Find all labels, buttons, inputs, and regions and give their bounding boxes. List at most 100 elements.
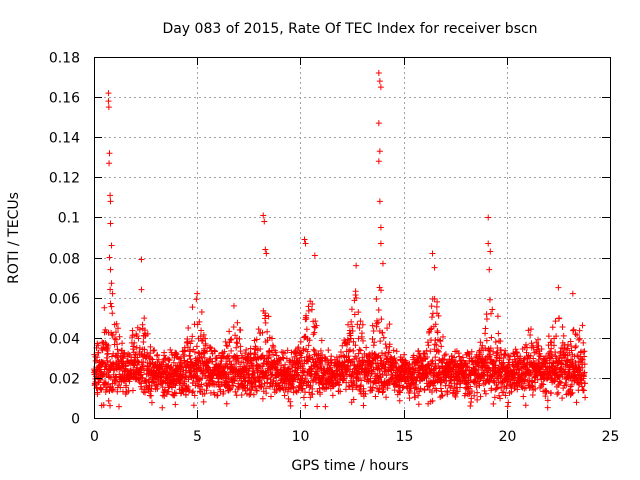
data-point xyxy=(431,341,438,348)
data-point xyxy=(264,358,271,365)
data-point xyxy=(410,352,417,359)
data-point xyxy=(350,356,357,363)
data-point xyxy=(360,402,367,409)
data-point xyxy=(576,327,583,334)
data-point xyxy=(348,318,355,325)
data-point xyxy=(253,336,260,343)
data-point xyxy=(105,90,112,97)
data-point xyxy=(378,316,385,323)
y-tick-label: 0.06 xyxy=(49,292,80,308)
data-point xyxy=(189,333,196,340)
data-point xyxy=(150,347,157,354)
data-point xyxy=(486,296,493,303)
data-point xyxy=(383,344,390,351)
data-point xyxy=(554,391,561,398)
data-point xyxy=(247,391,254,398)
data-point xyxy=(153,383,160,390)
data-point xyxy=(107,266,114,273)
data-point xyxy=(416,388,423,395)
data-point xyxy=(191,348,198,355)
data-point xyxy=(379,260,386,267)
data-point xyxy=(328,353,335,360)
data-point xyxy=(201,390,208,397)
data-point xyxy=(413,384,420,391)
data-point xyxy=(397,387,404,394)
data-point xyxy=(429,357,436,364)
data-point xyxy=(376,284,383,291)
data-point xyxy=(354,321,361,328)
data-point xyxy=(116,403,123,410)
data-point xyxy=(434,298,441,305)
data-point xyxy=(306,337,313,344)
data-point xyxy=(101,304,108,311)
data-point xyxy=(279,354,286,361)
data-point xyxy=(177,368,184,375)
data-point xyxy=(228,347,235,354)
data-point xyxy=(448,377,455,384)
data-point xyxy=(378,287,384,294)
data-point xyxy=(173,351,180,358)
data-point xyxy=(310,331,317,338)
data-point xyxy=(131,339,138,346)
data-point xyxy=(569,290,576,297)
data-point xyxy=(391,355,398,362)
data-point xyxy=(200,331,207,338)
data-point xyxy=(198,308,205,315)
data-point xyxy=(301,236,308,243)
data-point xyxy=(339,342,346,349)
data-point xyxy=(106,254,113,261)
data-point xyxy=(125,350,132,357)
data-point xyxy=(148,392,155,399)
data-point xyxy=(345,321,352,328)
data-point xyxy=(421,386,428,393)
data-point xyxy=(238,391,245,398)
data-point xyxy=(350,338,357,345)
data-point xyxy=(376,78,383,85)
data-point xyxy=(441,352,448,359)
data-point xyxy=(360,337,367,344)
data-point xyxy=(522,341,529,348)
data-point xyxy=(328,359,335,366)
data-point xyxy=(378,350,385,357)
data-point xyxy=(313,322,320,329)
data-point xyxy=(234,340,241,347)
data-point xyxy=(440,333,447,340)
data-point xyxy=(340,352,347,359)
data-point xyxy=(431,295,438,302)
data-point xyxy=(201,354,208,361)
data-point xyxy=(140,359,147,366)
data-point xyxy=(357,383,364,390)
data-point xyxy=(391,387,398,394)
data-point xyxy=(228,361,235,368)
data-point xyxy=(429,250,436,257)
data-point xyxy=(106,160,113,167)
data-point xyxy=(572,344,579,351)
data-point xyxy=(386,349,393,356)
data-point xyxy=(105,397,112,404)
data-point xyxy=(358,330,365,337)
data-point xyxy=(276,357,283,364)
data-point xyxy=(190,388,197,395)
data-point xyxy=(257,346,264,353)
data-point xyxy=(386,341,393,348)
data-point xyxy=(454,381,461,388)
data-point xyxy=(384,325,391,332)
data-point xyxy=(395,383,402,390)
data-point xyxy=(332,375,339,382)
data-point xyxy=(379,329,386,336)
data-point xyxy=(243,346,250,353)
data-point xyxy=(283,355,290,362)
data-point xyxy=(194,372,201,379)
data-point xyxy=(396,397,403,404)
data-point xyxy=(289,383,296,390)
data-point xyxy=(166,356,173,363)
data-point xyxy=(226,358,233,365)
data-point xyxy=(110,386,117,393)
data-point xyxy=(140,388,147,395)
x-tick-label: 25 xyxy=(602,429,620,445)
data-point xyxy=(477,393,484,400)
data-point xyxy=(251,349,258,356)
data-point xyxy=(236,335,243,342)
data-point xyxy=(297,338,304,345)
data-point xyxy=(155,356,162,363)
